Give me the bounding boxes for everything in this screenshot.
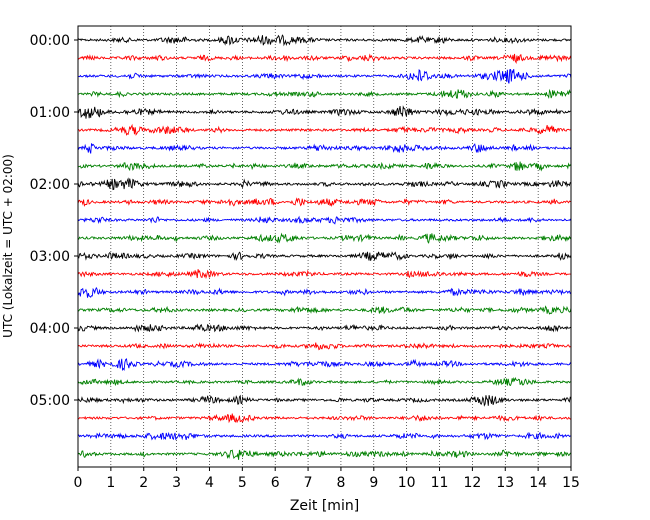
x-tick-label: 3 xyxy=(172,475,181,491)
seismic-trace-8 xyxy=(77,177,572,191)
seismic-trace-18 xyxy=(77,358,572,372)
x-tick-label: 12 xyxy=(463,475,481,491)
seismic-trace-15 xyxy=(77,305,572,315)
seismic-trace-21 xyxy=(77,413,572,424)
seismic-trace-14 xyxy=(77,286,572,298)
x-tick-label: 1 xyxy=(106,475,115,491)
y-axis: 00:00 01:00 02:00 03:00 04:00 05:00 xyxy=(30,33,78,409)
seismic-trace-13 xyxy=(77,269,572,280)
y-tick-label: 00:00 xyxy=(30,33,70,49)
x-tick-label: 10 xyxy=(398,475,416,491)
y-axis-title: UTC (Lokalzeit = UTC + 02:00) xyxy=(1,154,15,338)
seismic-trace-2 xyxy=(77,69,572,84)
plot-frame xyxy=(77,25,572,468)
x-tick-label: 7 xyxy=(304,475,313,491)
y-tick-label: 03:00 xyxy=(30,249,70,265)
y-tick-label: 02:00 xyxy=(30,177,70,193)
seismic-trace-10 xyxy=(77,215,572,225)
x-tick-label: 5 xyxy=(238,475,247,491)
y-tick-label: 01:00 xyxy=(30,105,70,121)
x-axis-title: Zeit [min] xyxy=(290,498,359,514)
seismic-trace-12 xyxy=(77,251,572,262)
seismic-trace-19 xyxy=(77,376,572,387)
seismic-trace-22 xyxy=(77,431,572,441)
x-tick-label: 0 xyxy=(74,475,83,491)
seismic-trace-3 xyxy=(77,88,572,100)
seismic-trace-6 xyxy=(77,143,572,154)
seismic-trace-0 xyxy=(77,34,572,47)
y-tick-label: 04:00 xyxy=(30,321,70,337)
x-tick-label: 6 xyxy=(271,475,280,491)
seismic-trace-16 xyxy=(77,323,572,333)
x-tick-label: 15 xyxy=(562,475,580,491)
trace-group xyxy=(77,34,572,460)
seismic-trace-5 xyxy=(77,123,572,136)
seismic-trace-17 xyxy=(77,342,572,351)
seismic-trace-4 xyxy=(77,105,572,119)
x-tick-label: 13 xyxy=(496,475,514,491)
seismic-trace-7 xyxy=(77,161,572,172)
x-tick-label: 11 xyxy=(431,475,449,491)
seismic-trace-1 xyxy=(77,53,572,65)
seismic-trace-9 xyxy=(77,197,572,208)
seismic-trace-23 xyxy=(77,449,572,460)
y-tick-label: 05:00 xyxy=(30,393,70,409)
x-tick-label: 4 xyxy=(205,475,214,491)
x-axis: 0 1 2 3 4 5 6 7 8 9 10 11 12 13 14 15 xyxy=(74,467,580,491)
x-tick-label: 9 xyxy=(369,475,378,491)
x-tick-label: 8 xyxy=(336,475,345,491)
seismic-trace-20 xyxy=(77,394,572,407)
x-tick-label: 14 xyxy=(529,475,547,491)
x-tick-label: 2 xyxy=(139,475,148,491)
seismic-trace-11 xyxy=(77,232,572,244)
